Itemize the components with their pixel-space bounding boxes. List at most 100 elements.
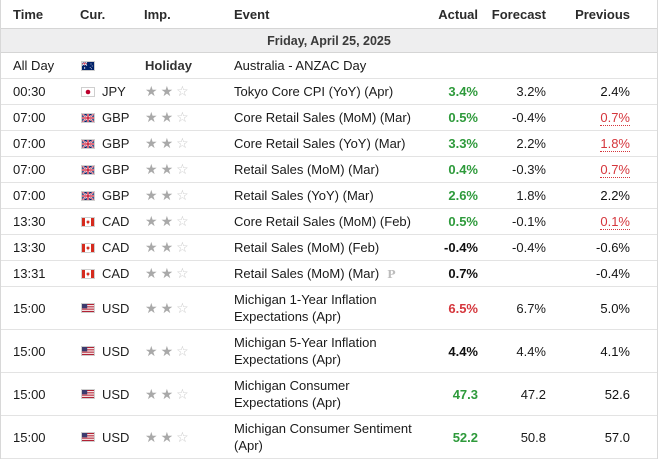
event-cell[interactable]: Retail Sales (YoY) (Mar) [223, 187, 412, 204]
forecast-value: 3.2% [516, 84, 546, 99]
japan-flag-icon [81, 86, 95, 97]
event-name[interactable]: Core Retail Sales (MoM) (Feb) [234, 214, 411, 229]
previous-cell: 5.0% [546, 301, 630, 316]
event-cell[interactable]: Michigan Consumer Sentiment (Apr) [223, 420, 412, 454]
event-name[interactable]: Australia - ANZAC Day [234, 58, 367, 73]
forecast-value: 1.8% [516, 188, 546, 203]
previous-cell: 0.7% [546, 162, 630, 178]
row-currency: GBP [68, 136, 134, 151]
row-currency: USD [68, 430, 134, 445]
event-name[interactable]: Michigan Consumer Expectations (Apr) [234, 378, 350, 410]
star-outline-icon: ☆ [176, 83, 189, 99]
forecast-value: 47.2 [520, 386, 546, 402]
canada-flag-icon [81, 268, 95, 279]
event-name[interactable]: Retail Sales (MoM) (Mar) [234, 162, 380, 177]
header-actual[interactable]: Actual [438, 6, 478, 22]
star-icon: ★ [160, 342, 174, 359]
header-importance[interactable]: Imp. [144, 6, 171, 22]
row-currency: USD [68, 387, 134, 402]
event-cell[interactable]: Retail Sales (MoM) (Mar) P [223, 265, 412, 283]
event-cell[interactable]: Core Retail Sales (MoM) (Feb) [223, 213, 412, 230]
date-label: Friday, April 25, 2025 [267, 33, 391, 48]
importance-stars: ★ ★ ☆ [134, 266, 223, 281]
star-icon: ★ [145, 299, 158, 316]
table-row[interactable]: 13:30 CAD ★ ★ ☆ Retail Sales (MoM) (Feb) -0.4%… [1, 235, 657, 261]
star-outline-icon: ☆ [176, 342, 189, 359]
star-icon: ★ [145, 109, 158, 125]
event-cell[interactable]: Michigan 1-Year Inflation Expectations (… [223, 291, 412, 325]
actual-value: 4.4% [448, 343, 478, 359]
event-name[interactable]: Michigan 1-Year Inflation Expectations (… [234, 292, 377, 324]
holiday-label: Holiday [145, 58, 192, 73]
row-currency: CAD [68, 240, 134, 255]
previous-value: 2.4% [600, 84, 630, 99]
row-time: 13:30 [13, 240, 46, 255]
stars-group: ★ ★ ☆ [145, 214, 189, 228]
event-name[interactable]: Retail Sales (MoM) (Mar) [234, 265, 380, 281]
event-name[interactable]: Retail Sales (MoM) (Feb) [234, 240, 380, 255]
table-row[interactable]: 00:30 JPY ★ ★ ☆ Tokyo Core CPI (YoY) (Apr) 3.4… [1, 79, 657, 105]
row-currency: CAD [68, 266, 134, 281]
table-row[interactable]: 15:00 USD ★ ★ ☆ Michigan 1-Year Inflation Exp… [1, 287, 657, 330]
event-name[interactable]: Michigan 5-Year Inflation Expectations (… [234, 335, 377, 367]
row-currency: USD [68, 344, 134, 359]
event-name[interactable]: Core Retail Sales (YoY) (Mar) [234, 136, 406, 151]
event-name[interactable]: Michigan Consumer Sentiment (Apr) [234, 421, 412, 453]
previous-value: -0.6% [596, 240, 630, 255]
event-cell[interactable]: Michigan Consumer Expectations (Apr) [223, 377, 412, 411]
previous-value[interactable]: 0.7% [600, 162, 630, 178]
previous-value[interactable]: 1.8% [600, 136, 630, 152]
table-row[interactable]: 15:00 USD ★ ★ ☆ Michigan Consumer Sentiment (… [1, 416, 657, 459]
header-time[interactable]: Time [13, 6, 44, 22]
star-icon: ★ [160, 385, 174, 402]
row-currency: JPY [68, 84, 134, 99]
previous-value: 5.0% [600, 300, 630, 316]
event-cell[interactable]: Core Retail Sales (YoY) (Mar) [223, 135, 412, 152]
event-name[interactable]: Retail Sales (YoY) (Mar) [234, 188, 374, 203]
currency-code: USD [102, 343, 130, 359]
star-icon: ★ [160, 239, 174, 255]
usa-flag-icon [81, 432, 95, 442]
event-name[interactable]: Core Retail Sales (MoM) (Mar) [234, 110, 411, 125]
event-cell[interactable]: Michigan 5-Year Inflation Expectations (… [223, 334, 412, 368]
stars-group: ★ ★ ☆ [145, 430, 189, 444]
importance-stars: ★ ★ ☆ [134, 110, 223, 125]
star-icon: ★ [160, 187, 174, 203]
date-row: Friday, April 25, 2025 [1, 29, 657, 53]
row-time: 15:00 [13, 429, 46, 445]
header-currency[interactable]: Cur. [80, 6, 106, 22]
table-row[interactable]: 15:00 USD ★ ★ ☆ Michigan Consumer Expectation… [1, 373, 657, 416]
holiday-row[interactable]: All Day Holiday Australia - ANZAC Day [1, 53, 657, 79]
table-row[interactable]: 13:30 CAD ★ ★ ☆ Core Retail Sales (MoM) (Feb)… [1, 209, 657, 235]
forecast-value: -0.4% [512, 240, 546, 255]
uk-flag-icon [81, 112, 95, 123]
star-icon: ★ [160, 83, 174, 99]
star-icon: ★ [145, 213, 158, 229]
table-row[interactable]: 07:00 GBP ★ ★ ☆ Core Retail Sales (YoY) (Mar)… [1, 131, 657, 157]
star-outline-icon: ☆ [176, 385, 189, 402]
previous-cell: 0.1% [546, 214, 630, 230]
currency-code: GBP [102, 110, 130, 125]
previous-cell: 0.7% [546, 110, 630, 126]
event-cell[interactable]: Tokyo Core CPI (YoY) (Apr) [223, 83, 412, 100]
uk-flag-icon [81, 138, 95, 149]
table-row[interactable]: 07:00 GBP ★ ★ ☆ Retail Sales (MoM) (Mar) 0.4% -… [1, 157, 657, 183]
event-cell[interactable]: Retail Sales (MoM) (Feb) [223, 239, 412, 256]
event-cell[interactable]: Core Retail Sales (MoM) (Mar) [223, 109, 412, 126]
header-previous[interactable]: Previous [575, 6, 630, 22]
table-row[interactable]: 07:00 GBP ★ ★ ☆ Core Retail Sales (MoM) (Mar)… [1, 105, 657, 131]
event-name[interactable]: Tokyo Core CPI (YoY) (Apr) [234, 84, 394, 99]
previous-value: -0.4% [596, 266, 630, 281]
row-time: 00:30 [13, 84, 46, 99]
table-row[interactable]: 13:31 CAD ★ ★ ☆ Retail Sales (MoM) (Mar) P 0.7%… [1, 261, 657, 287]
star-outline-icon: ☆ [176, 239, 189, 255]
previous-value[interactable]: 0.7% [600, 110, 630, 126]
event-cell[interactable]: Retail Sales (MoM) (Mar) [223, 161, 412, 178]
table-row[interactable]: 07:00 GBP ★ ★ ☆ Retail Sales (YoY) (Mar) 2.6% 1… [1, 183, 657, 209]
row-currency: USD [68, 301, 134, 316]
previous-value[interactable]: 0.1% [600, 214, 630, 230]
header-event[interactable]: Event [234, 6, 270, 22]
table-row[interactable]: 15:00 USD ★ ★ ☆ Michigan 5-Year Inflation Exp… [1, 330, 657, 373]
header-forecast[interactable]: Forecast [491, 6, 546, 22]
previous-cell: -0.4% [546, 266, 630, 281]
